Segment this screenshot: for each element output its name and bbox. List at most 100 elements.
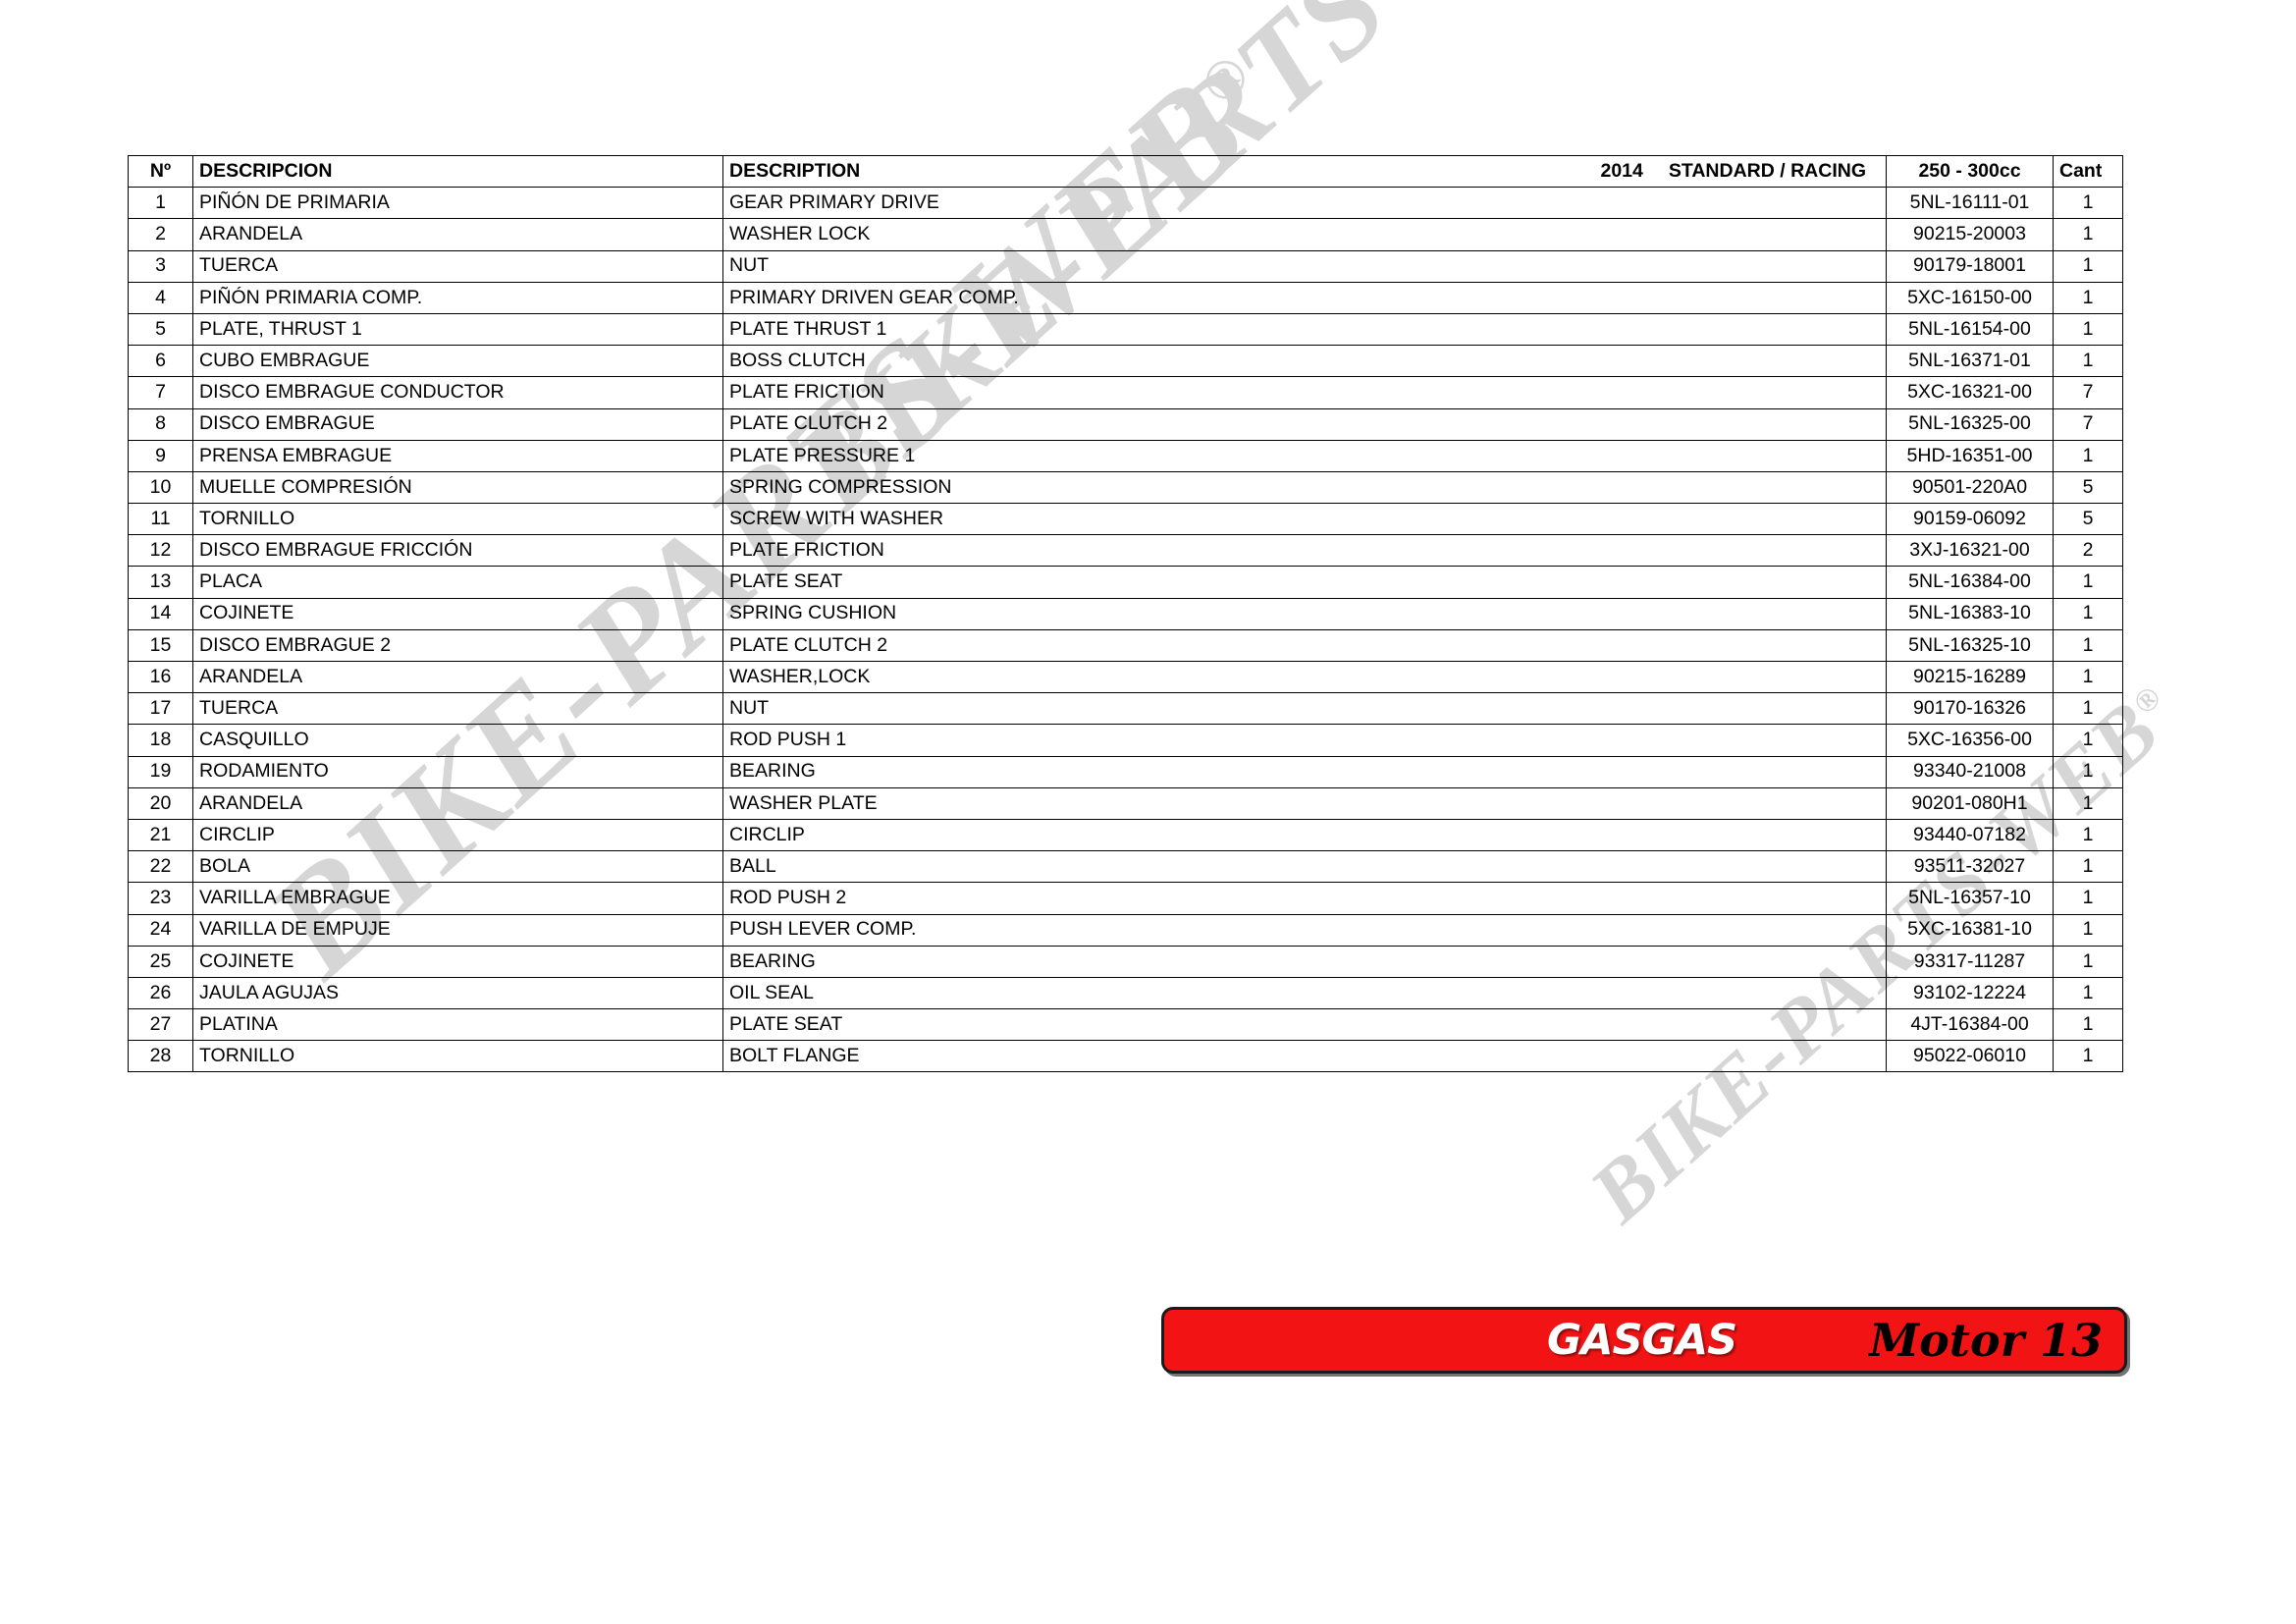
- cell-part-number: 93340-21008: [1886, 755, 2054, 788]
- cell-part-number: 90215-20003: [1886, 218, 2054, 251]
- cell-part-number: 5NL-16111-01: [1886, 187, 2054, 220]
- cell-description-es: PRENSA EMBRAGUE: [192, 439, 723, 472]
- cell-quantity: 1: [2053, 882, 2123, 915]
- cell-number: 11: [128, 503, 193, 536]
- cell-description-es: RODAMIENTO: [192, 755, 723, 788]
- table-row: 11 TORNILLO SCREW WITH WASHER 90159-06092 5: [128, 503, 2123, 536]
- table-row: 18 CASQUILLO ROD PUSH 1 5XC-16356-00 1: [128, 724, 2123, 757]
- cell-description-en: PLATE SEAT: [722, 566, 1887, 599]
- cell-number: 4: [128, 281, 193, 314]
- cell-quantity: 1: [2053, 945, 2123, 978]
- cell-number: 24: [128, 913, 193, 947]
- cell-number: 19: [128, 755, 193, 788]
- watermark-registered-mark: ®: [1189, 41, 1263, 118]
- cell-number: 6: [128, 345, 193, 378]
- cell-quantity: 1: [2053, 786, 2123, 820]
- cell-quantity: 1: [2053, 439, 2123, 472]
- brand-logo-gasgas: GASGAS: [1547, 1316, 1737, 1365]
- cell-part-number: 3XJ-16321-00: [1886, 534, 2054, 568]
- table-row: 17 TUERCA NUT 90170-16326 1: [128, 692, 2123, 726]
- table-row: 7 DISCO EMBRAGUE CONDUCTOR PLATE FRICTION 5…: [128, 376, 2123, 409]
- cell-part-number: 5NL-16325-00: [1886, 407, 2054, 441]
- table-row: 16 ARANDELA WASHER,LOCK 90215-16289 1: [128, 660, 2123, 694]
- cell-number: 8: [128, 407, 193, 441]
- cell-number: 27: [128, 1008, 193, 1042]
- table-body: 1 PIÑÓN DE PRIMARIA GEAR PRIMARY DRIVE 5NL-…: [128, 187, 2123, 1073]
- cell-description-en: PRIMARY DRIVEN GEAR COMP.: [722, 281, 1887, 314]
- cell-number: 20: [128, 786, 193, 820]
- cell-part-number: 90179-18001: [1886, 249, 2054, 283]
- cell-description-en: WASHER LOCK: [722, 218, 1887, 251]
- cell-description-es: DISCO EMBRAGUE: [192, 407, 723, 441]
- table-row: 27 PLATINA PLATE SEAT 4JT-16384-00 1: [128, 1008, 2123, 1042]
- table-header-row: Nº DESCRIPCION DESCRIPTION 2014 STANDARD…: [128, 154, 2123, 189]
- cell-description-es: TORNILLO: [192, 503, 723, 536]
- cell-part-number: 93511-32027: [1886, 850, 2054, 884]
- cell-description-es: COJINETE: [192, 597, 723, 630]
- cell-quantity: 1: [2053, 976, 2123, 1010]
- cell-description-es: ARANDELA: [192, 786, 723, 820]
- cell-description-en: BOSS CLUTCH: [722, 345, 1887, 378]
- cell-quantity: 1: [2053, 312, 2123, 347]
- cell-part-number: 5XC-16356-00: [1886, 724, 2054, 757]
- cell-description-en: PLATE SEAT: [722, 1008, 1887, 1042]
- cell-part-number: 4JT-16384-00: [1886, 1008, 2054, 1042]
- watermark-registered-mark: ®: [2126, 677, 2170, 723]
- cell-description-en: PLATE THRUST 1: [722, 312, 1887, 347]
- table-header: Nº DESCRIPCION DESCRIPTION 2014 STANDARD…: [128, 154, 2123, 189]
- cell-description-en: PLATE CLUTCH 2: [722, 628, 1887, 663]
- cell-quantity: 1: [2053, 1040, 2123, 1073]
- cell-number: 2: [128, 218, 193, 251]
- table-row: 4 PIÑÓN PRIMARIA COMP. PRIMARY DRIVEN GEAR…: [128, 281, 2123, 314]
- table-row: 8 DISCO EMBRAGUE PLATE CLUTCH 2 5NL-16325-0…: [128, 407, 2123, 441]
- cell-description-es: CUBO EMBRAGUE: [192, 345, 723, 378]
- cell-quantity: 1: [2053, 724, 2123, 757]
- column-header-description-en: DESCRIPTION 2014 STANDARD / RACING: [722, 154, 1887, 189]
- column-header-displacement: 250 - 300cc: [1886, 154, 2054, 189]
- model-variant-label: STANDARD / RACING: [1668, 159, 1866, 182]
- table-row: 25 COJINETE BEARING 93317-11287 1: [128, 945, 2123, 978]
- cell-part-number: 90170-16326: [1886, 692, 2054, 726]
- table-row: 19 RODAMIENTO BEARING 93340-21008 1: [128, 755, 2123, 788]
- cell-quantity: 1: [2053, 597, 2123, 630]
- cell-number: 17: [128, 692, 193, 726]
- cell-description-en: GEAR PRIMARY DRIVE: [722, 187, 1887, 220]
- cell-description-en: OIL SEAL: [722, 976, 1887, 1010]
- cell-quantity: 1: [2053, 218, 2123, 251]
- cell-number: 1: [128, 187, 193, 220]
- table-row: 15 DISCO EMBRAGUE 2 PLATE CLUTCH 2 5NL-1632…: [128, 628, 2123, 663]
- table-row: 24 VARILLA DE EMPUJE PUSH LEVER COMP. 5XC-1…: [128, 913, 2123, 947]
- cell-part-number: 5NL-16384-00: [1886, 566, 2054, 599]
- cell-quantity: 1: [2053, 566, 2123, 599]
- cell-description-en: PUSH LEVER COMP.: [722, 913, 1887, 947]
- footer-banner: GASGAS Motor 13: [1161, 1307, 2127, 1374]
- table-row: 3 TUERCA NUT 90179-18001 1: [128, 249, 2123, 283]
- cell-number: 9: [128, 439, 193, 472]
- cell-description-en: BEARING: [722, 755, 1887, 788]
- table-row: 28 TORNILLO BOLT FLANGE 95022-06010 1: [128, 1040, 2123, 1073]
- cell-number: 3: [128, 249, 193, 283]
- cell-description-es: DISCO EMBRAGUE CONDUCTOR: [192, 376, 723, 409]
- cell-part-number: 5XC-16381-10: [1886, 913, 2054, 947]
- cell-description-es: BOLA: [192, 850, 723, 884]
- table-row: 21 CIRCLIP CIRCLIP 93440-07182 1: [128, 818, 2123, 852]
- cell-description-es: JAULA AGUJAS: [192, 976, 723, 1010]
- column-header-description-es: DESCRIPCION: [192, 154, 723, 189]
- cell-quantity: 1: [2053, 755, 2123, 788]
- cell-quantity: 1: [2053, 281, 2123, 314]
- cell-description-en: SPRING CUSHION: [722, 597, 1887, 630]
- cell-description-en: ROD PUSH 1: [722, 724, 1887, 757]
- cell-description-es: TUERCA: [192, 249, 723, 283]
- cell-description-es: CIRCLIP: [192, 818, 723, 852]
- cell-number: 18: [128, 724, 193, 757]
- table-row: 13 PLACA PLATE SEAT 5NL-16384-00 1: [128, 566, 2123, 599]
- column-header-number: Nº: [128, 154, 193, 189]
- cell-description-en: PLATE FRICTION: [722, 376, 1887, 409]
- cell-part-number: 5NL-16357-10: [1886, 882, 2054, 915]
- cell-number: 7: [128, 376, 193, 409]
- cell-quantity: 1: [2053, 850, 2123, 884]
- cell-description-es: PIÑÓN PRIMARIA COMP.: [192, 281, 723, 314]
- cell-part-number: 90159-06092: [1886, 503, 2054, 536]
- cell-part-number: 90501-220A0: [1886, 470, 2054, 505]
